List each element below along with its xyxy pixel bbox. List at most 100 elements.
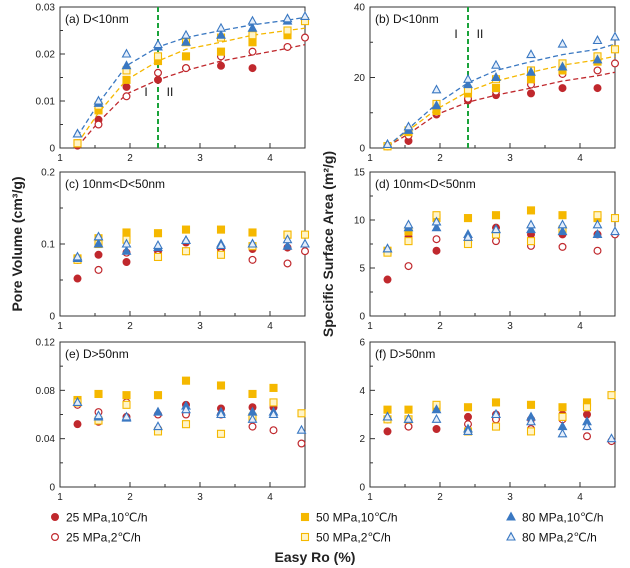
data-point [557,428,568,438]
data-point [431,222,442,232]
data-point [181,225,191,234]
legend-label: 25 MPa,10℃/h [66,511,148,525]
data-point [403,219,414,229]
data-point [153,229,163,238]
panel-title: (d) 10nm<D<50nm [375,177,476,191]
data-point [296,424,307,434]
y-tick-label: 0.08 [36,386,56,397]
data-point [383,275,392,284]
data-point [154,68,163,77]
data-point [153,421,163,431]
legend-label: 80 MPa,10℃/h [522,511,604,525]
data-point [582,421,592,431]
data-point [93,238,104,248]
data-point [181,376,191,385]
fit-line [77,43,306,148]
x-tick-label: 3 [507,321,513,332]
data-point [153,252,163,262]
data-point [248,255,257,264]
data-point [526,400,536,409]
y-tick-label: 20 [354,73,366,84]
data-point [72,251,83,261]
data-point [463,79,473,89]
y-tick-label: 10 [354,216,366,227]
data-point [463,425,473,435]
y-tick-label: 0.1 [41,240,55,251]
panel-title: (a) D<10nm [65,12,129,26]
data-point [606,433,617,443]
data-point [72,396,83,406]
data-point [558,412,567,421]
data-point [73,274,82,283]
data-point [592,219,603,229]
y-tick-label: 6 [359,338,365,349]
data-point [283,42,292,51]
data-point [154,75,163,84]
data-point [247,413,258,423]
data-point [582,403,592,412]
x-tick-label: 2 [127,492,133,503]
data-point [122,92,131,101]
data-point [153,391,163,400]
data-point [282,240,293,250]
data-point [558,211,567,220]
data-point [248,31,257,40]
data-point [122,258,131,267]
y-tick-label: 0.04 [36,434,56,445]
panel-title: (c) 10nm<D<50nm [65,177,165,191]
panel-title: (e) D>50nm [65,347,129,361]
chart-panel-d: 1 2 3 4 0 5 10 15 (d) 10nm<D<50nm [354,168,620,332]
data-point [268,409,279,419]
legend-label: 50 MPa,2℃/h [316,531,391,545]
x-tick-label: 3 [507,153,513,164]
legend-marker [50,512,59,521]
legend-marker [506,511,516,521]
data-point [592,35,603,45]
data-point [464,412,473,421]
data-point [297,439,306,448]
data-point [526,66,536,76]
data-point [491,409,501,419]
chart-panel-e: 1 2 3 4 0 0.04 0.08 0.12 (e) D>50nm [36,338,307,503]
data-point [122,400,131,409]
data-point [593,246,602,255]
data-point [404,422,413,431]
y-tick-label: 0 [359,483,365,494]
data-point [269,426,278,435]
legend-item: 80 MPa,10℃/h [506,511,604,525]
legend-item: 25 MPa,2℃/h [50,531,141,545]
data-point [301,247,310,256]
y-tick-label: 4 [359,386,365,397]
data-point [558,84,567,93]
x-tick-label: 3 [197,321,203,332]
data-point [181,234,191,244]
data-point [491,59,501,69]
data-point [216,47,226,56]
data-point [121,245,132,255]
data-point [592,228,603,238]
x-tick-label: 4 [267,153,273,164]
data-point [182,64,191,73]
data-point [492,237,501,246]
data-point [463,231,473,241]
x-tick-label: 3 [197,153,203,164]
left-y-axis-label: Pore Volume (cm³/g) [9,176,25,311]
data-point [431,216,442,226]
data-point [216,409,226,419]
data-point [526,416,536,426]
data-point [432,425,441,434]
legend-marker [300,532,310,542]
data-point [300,238,310,248]
x-tick-label: 2 [437,153,443,164]
data-point [463,214,473,223]
data-point [216,381,226,390]
y-tick-label: 40 [354,3,366,14]
data-point [593,84,602,93]
data-point [216,225,226,234]
legend-label: 50 MPa,10℃/h [316,511,398,525]
fit-line [387,43,616,147]
data-point [247,15,258,25]
data-point [463,239,473,249]
